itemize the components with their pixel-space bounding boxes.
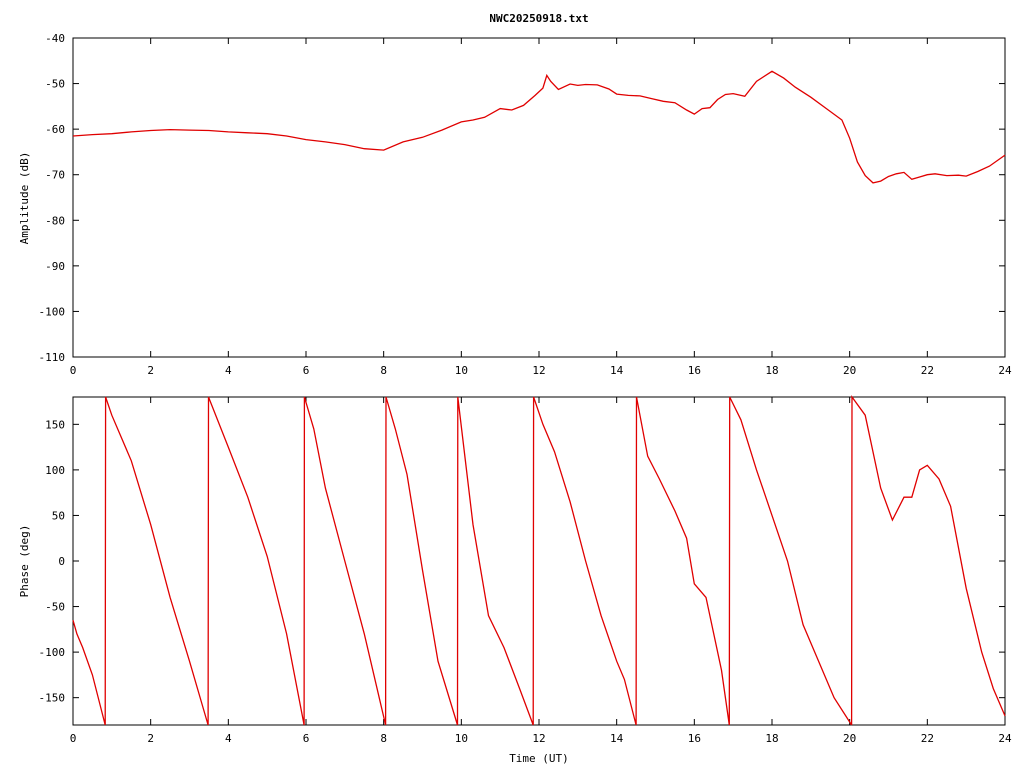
phase-x-tick-label: 14 — [610, 732, 624, 745]
amplitude-x-tick-label: 20 — [843, 364, 856, 377]
phase-y-tick-label: 150 — [45, 418, 65, 431]
phase-x-tick-label: 20 — [843, 732, 856, 745]
time-x-label: Time (UT) — [509, 752, 569, 765]
amplitude-y-tick-label: -60 — [45, 123, 65, 136]
amplitude-panel: 0 2 4 6 8 10 12 14 16 18 20 22 24-40-50-60-70-80-90-… — [18, 32, 1012, 377]
amplitude-x-tick-label: 8 — [380, 364, 387, 377]
phase-x-tick-label: 24 — [998, 732, 1012, 745]
phase-x-tick-label: 10 — [455, 732, 468, 745]
phase-plot-frame — [72, 396, 1006, 726]
amplitude-x-tick-label: 18 — [765, 364, 778, 377]
amplitude-y-tick-label: -70 — [45, 169, 65, 182]
phase-x-tick-label: 8 — [380, 732, 387, 745]
amplitude-x-tick-label: 10 — [455, 364, 468, 377]
amplitude-x-tick-label: 22 — [921, 364, 934, 377]
amplitude-y-tick-label: -40 — [45, 32, 65, 45]
phase-x-tick-label: 6 — [303, 732, 310, 745]
amplitude-x-tick-label: 4 — [225, 364, 232, 377]
phase-y-tick-label: 100 — [45, 464, 65, 477]
phase-y-tick-label: -100 — [39, 646, 66, 659]
amplitude-y-tick-label: -100 — [39, 305, 66, 318]
phase-x-tick-label: 12 — [532, 732, 545, 745]
phase-trace — [72, 395, 1006, 726]
amplitude-y-tick-label: -80 — [45, 214, 65, 227]
phase-panel: 0 2 4 6 8 10 12 14 16 18 20 22 24150100500-50-100-15… — [18, 395, 1012, 765]
phase-x-tick-label: 16 — [688, 732, 701, 745]
amplitude-y-tick-label: -90 — [45, 260, 65, 273]
amplitude-x-tick-label: 6 — [303, 364, 310, 377]
amplitude-plot-frame — [72, 37, 1006, 358]
amplitude-x-tick-label: 12 — [532, 364, 545, 377]
phase-x-tick-label: 22 — [921, 732, 934, 745]
amplitude-y-tick-label: -110 — [39, 351, 66, 364]
phase-y-label: Phase (deg) — [18, 525, 31, 598]
amplitude-trace — [72, 70, 1006, 184]
amplitude-x-tick-label: 16 — [688, 364, 701, 377]
amplitude-y-tick-label: -50 — [45, 78, 65, 91]
phase-y-tick-label: -50 — [45, 601, 65, 614]
phase-x-tick-label: 4 — [225, 732, 232, 745]
phase-y-tick-label: 50 — [52, 509, 65, 522]
phase-x-tick-label: 2 — [147, 732, 154, 745]
amplitude-x-tick-label: 14 — [610, 364, 624, 377]
phase-x-tick-label: 0 — [70, 732, 77, 745]
amplitude-x-tick-label: 2 — [147, 364, 154, 377]
amplitude-x-tick-label: 24 — [998, 364, 1012, 377]
phase-x-tick-label: 18 — [765, 732, 778, 745]
phase-y-tick-label: 0 — [58, 555, 65, 568]
amplitude-x-tick-label: 0 — [70, 364, 77, 377]
chart-title: NWC20250918.txt — [489, 12, 588, 25]
phase-y-tick-label: -150 — [39, 692, 66, 705]
amplitude-y-label: Amplitude (dB) — [18, 152, 31, 245]
